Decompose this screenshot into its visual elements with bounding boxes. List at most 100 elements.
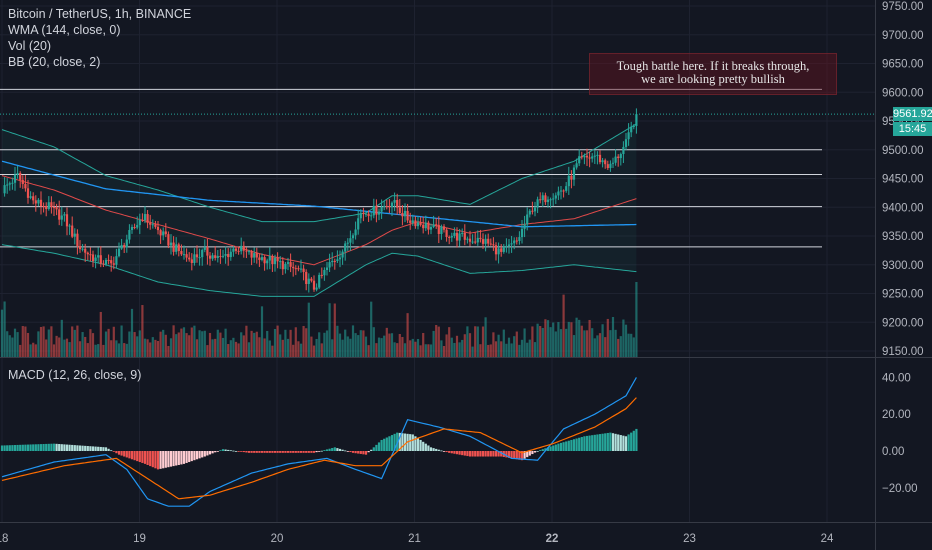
- candle-body: [375, 205, 378, 215]
- macd-histogram-bar: [510, 451, 513, 459]
- macd-histogram-bar: [208, 451, 212, 455]
- volume-bar: [273, 328, 277, 357]
- volume-bar: [401, 337, 404, 357]
- volume-bar: [411, 338, 414, 357]
- volume-bar: [630, 333, 633, 357]
- volume-bar: [596, 335, 599, 357]
- candle-body: [609, 163, 612, 169]
- macd-histogram-bar: [476, 451, 479, 457]
- macd-histogram-bar: [318, 451, 321, 452]
- time-tick-label: 23: [683, 533, 696, 545]
- macd-histogram-bar: [463, 451, 466, 456]
- candle-body: [234, 248, 238, 251]
- volume-bar: [13, 328, 17, 357]
- candle-body: [97, 255, 100, 258]
- macd-histogram-bar: [211, 451, 214, 454]
- volume-bar: [141, 305, 144, 357]
- candle-body: [39, 199, 43, 207]
- volume-bar: [29, 344, 32, 357]
- macd-histogram-bar: [120, 451, 123, 456]
- candle-body: [539, 199, 542, 201]
- macd-histogram-bar: [117, 451, 121, 455]
- volume-bar: [333, 303, 336, 357]
- candle-body: [159, 230, 162, 236]
- macd-histogram-bar: [635, 428, 638, 451]
- macd-histogram-bar: [601, 433, 604, 451]
- annotation-note[interactable]: Tough battle here. If it breaks through,…: [589, 53, 837, 95]
- macd-histogram-bar: [32, 444, 35, 451]
- volume-bar: [266, 330, 269, 357]
- macd-histogram-bar: [383, 438, 386, 451]
- price-tick-label: 9350.00: [882, 231, 924, 243]
- macd-histogram-bar: [570, 439, 573, 451]
- candle-body: [133, 226, 136, 228]
- candle-body: [362, 212, 365, 214]
- macd-histogram-bar: [188, 451, 191, 463]
- candle-body: [52, 206, 56, 208]
- countdown-badge: 15:45: [893, 122, 932, 136]
- candle-body: [253, 253, 256, 258]
- volume-bar: [78, 341, 82, 357]
- macd-histogram-bar: [526, 451, 529, 458]
- macd-tick-label: −20.00: [882, 483, 918, 495]
- candle-body: [198, 257, 201, 259]
- macd-histogram-bar: [94, 446, 97, 451]
- candle-body: [89, 254, 92, 256]
- volume-bar: [21, 326, 24, 357]
- macd-histogram-bar: [84, 445, 87, 451]
- macd-line: [1, 377, 637, 507]
- macd-histogram-bar: [45, 443, 48, 451]
- candle-body: [502, 246, 505, 252]
- candle-body: [440, 226, 443, 235]
- candle-body: [260, 257, 264, 260]
- volume-bar: [422, 332, 425, 357]
- macd-histogram-bar: [614, 433, 617, 451]
- macd-histogram-bar: [336, 448, 339, 451]
- macd-histogram-bar: [450, 451, 453, 454]
- macd-label: MACD (12, 26, close, 9): [8, 368, 142, 382]
- volume-bar: [47, 329, 50, 357]
- macd-histogram-bar: [34, 444, 37, 451]
- macd-histogram-bar: [97, 446, 100, 451]
- volume-bar: [312, 345, 316, 357]
- macd-histogram-bar: [546, 447, 550, 451]
- macd-histogram-bar: [156, 451, 160, 470]
- candle-body: [58, 209, 61, 220]
- macd-histogram-bar: [151, 451, 154, 468]
- volume-bar: [346, 336, 349, 357]
- volume-bar: [299, 343, 303, 357]
- volume-bar: [325, 330, 329, 357]
- candle-body: [151, 224, 154, 226]
- volume-bar: [177, 332, 180, 357]
- candle-body: [450, 235, 453, 238]
- volume-bar: [528, 339, 531, 357]
- volume-bar: [60, 319, 63, 357]
- candle-body: [432, 224, 435, 227]
- volume-bar: [71, 326, 74, 357]
- macd-histogram-bar: [435, 448, 438, 451]
- macd-histogram-bar: [445, 451, 448, 453]
- volume-bar: [344, 329, 347, 357]
- candle-body: [461, 232, 464, 234]
- volume-bar: [130, 308, 134, 357]
- macd-histogram-bar: [172, 451, 175, 467]
- macd-histogram-bar: [237, 451, 240, 452]
- volume-bar: [112, 326, 115, 357]
- candle-body: [13, 174, 17, 183]
- candle-body: [606, 164, 609, 169]
- macd-histogram-bar: [375, 444, 378, 451]
- volume-bar: [229, 340, 232, 357]
- macd-histogram-bar: [164, 451, 167, 468]
- macd-histogram-bar: [310, 451, 313, 453]
- volume-bar: [406, 313, 409, 357]
- macd-histogram-bar: [294, 451, 297, 453]
- volume-bar: [76, 325, 79, 357]
- macd-histogram-bar: [624, 436, 628, 451]
- macd-histogram-bar: [533, 451, 537, 453]
- macd-histogram-bar: [250, 451, 253, 453]
- time-tick-label: 19: [133, 533, 146, 545]
- candle-body: [320, 274, 323, 276]
- volume-bar: [276, 325, 279, 357]
- candle-body: [273, 257, 277, 265]
